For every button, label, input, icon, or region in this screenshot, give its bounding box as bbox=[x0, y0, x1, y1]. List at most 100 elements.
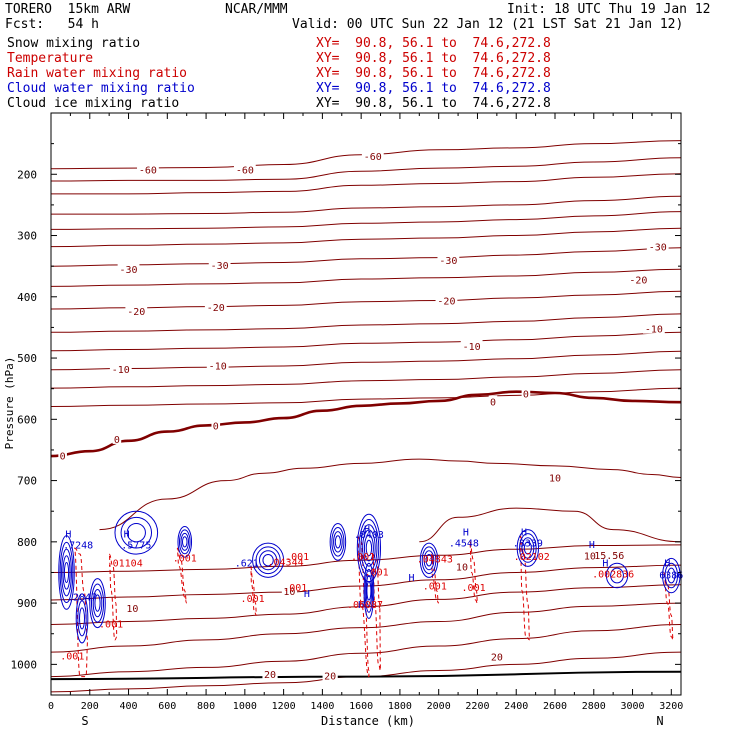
rain-contour bbox=[519, 535, 531, 641]
temperature-contour-line bbox=[50, 369, 682, 389]
cloud-water-contour bbox=[523, 541, 532, 555]
contour-label-bg bbox=[642, 322, 665, 334]
contour-label-bg bbox=[547, 471, 563, 483]
x-tick-label: 800 bbox=[197, 701, 215, 712]
cloud-water-contour bbox=[63, 561, 70, 583]
high-marker: H bbox=[589, 540, 595, 551]
value-label: .001 bbox=[285, 552, 309, 563]
temperature-contour-label: 10 bbox=[549, 474, 561, 485]
cloud-water-contour bbox=[664, 562, 679, 589]
temperature-contour-line bbox=[50, 602, 682, 653]
legend-snow-xy: XY= 90.8, 56.1 to 74.6,272.8 bbox=[316, 36, 551, 51]
contour-label-bg bbox=[437, 254, 460, 266]
temperature-contour-line bbox=[50, 544, 682, 573]
north-label: N bbox=[656, 714, 663, 728]
x-axis-label: Distance (km) bbox=[321, 714, 415, 728]
value-label: 15.56 bbox=[594, 551, 624, 562]
y-tick-label: 500 bbox=[17, 352, 37, 365]
x-tick-label: 2400 bbox=[504, 701, 528, 712]
cloud-water-contour bbox=[252, 542, 285, 578]
temperature-contour-line bbox=[50, 584, 682, 625]
temperature-contour-label: -20 bbox=[437, 296, 455, 307]
rain-contour bbox=[663, 572, 674, 641]
y-tick-label: 800 bbox=[17, 536, 37, 549]
temperature-contour-label: 0 bbox=[60, 451, 66, 462]
temperature-contour-line bbox=[50, 140, 682, 170]
cloud-water-contour bbox=[364, 568, 374, 613]
valid-time: Valid: 00 UTC Sun 22 Jan 12 (21 LST Sat … bbox=[292, 17, 684, 32]
value-label: .001 bbox=[423, 582, 447, 593]
cloud-water-contour bbox=[366, 581, 372, 601]
cloud-water-contour bbox=[120, 516, 153, 549]
high-marker: H bbox=[65, 530, 71, 541]
temperature-contour-label: -30 bbox=[120, 265, 138, 276]
y-tick-label: 200 bbox=[17, 168, 37, 181]
high-marker: H bbox=[664, 558, 670, 569]
cloud-water-contour bbox=[421, 546, 437, 575]
value-label: .002836 bbox=[592, 569, 634, 580]
temperature-contour-line bbox=[50, 387, 682, 407]
y-tick-label: 300 bbox=[17, 230, 37, 243]
contour-label-bg bbox=[627, 273, 650, 285]
x-tick-label: 2600 bbox=[543, 701, 567, 712]
x-tick-label: 2000 bbox=[427, 701, 451, 712]
temperature-contour-line bbox=[50, 624, 682, 678]
legend-snow: Snow mixing ratio bbox=[7, 36, 141, 51]
legend-cloud-water: Cloud water mixing ratio bbox=[7, 81, 195, 96]
cloud-water-contour bbox=[94, 594, 101, 612]
x-tick-label: 2800 bbox=[582, 701, 606, 712]
temperature-contours bbox=[50, 140, 682, 693]
contour-label-bg bbox=[58, 449, 67, 461]
x-tick-label: 1600 bbox=[349, 701, 373, 712]
y-tick-label: 1000 bbox=[11, 658, 38, 671]
cloud-water-contour bbox=[77, 600, 87, 637]
value-label: .2847 bbox=[67, 593, 97, 604]
cloud-water-contour bbox=[662, 557, 681, 594]
value-label: .8403 bbox=[354, 530, 384, 541]
legend-rain-xy: XY= 90.8, 56.1 to 74.6,272.8 bbox=[316, 66, 551, 81]
temperature-contour-label: -10 bbox=[463, 342, 481, 353]
value-label: .001 bbox=[351, 552, 375, 563]
cloud-water-contour bbox=[59, 541, 74, 604]
legend-temperature: Temperature bbox=[7, 51, 94, 66]
org-label: NCAR/MMM bbox=[225, 2, 288, 17]
contour-label-bg bbox=[281, 584, 298, 596]
high-marker: H bbox=[602, 558, 608, 569]
init-time: Init: 18 UTC Thu 19 Jan 12 bbox=[507, 2, 711, 17]
temperature-contour-line bbox=[50, 211, 682, 230]
y-axis-label: Pressure (hPa) bbox=[3, 357, 16, 450]
value-label: 6386 bbox=[659, 571, 683, 582]
value-label: .001 bbox=[283, 583, 307, 594]
temperature-contour-label: 10 bbox=[283, 587, 295, 598]
contour-labels: -60 -60 -60 -30 -30 -30 -30 -20 -20 -20 -20 -10 -10 -… bbox=[58, 149, 683, 682]
cloud-water-contour bbox=[363, 534, 374, 562]
temperature-contour-line bbox=[50, 313, 682, 333]
high-marker: H bbox=[364, 525, 370, 536]
rain-contour bbox=[176, 547, 188, 604]
temperature-contour-label: -60 bbox=[364, 152, 382, 163]
cloud-water-contour bbox=[90, 583, 105, 623]
x-tick-label: 1800 bbox=[388, 701, 412, 712]
cloud-water-contour bbox=[58, 535, 75, 610]
temperature-contour-label: -30 bbox=[649, 243, 667, 254]
legend-cloud-ice: Cloud ice mixing ratio bbox=[7, 96, 180, 111]
contour-label-bg bbox=[489, 650, 505, 662]
temperature-contour-label: 20 bbox=[264, 670, 276, 681]
contour-label-bg bbox=[521, 387, 531, 399]
contour-label-bg bbox=[646, 240, 669, 252]
cloud-water-contour bbox=[92, 588, 103, 618]
cloud-water-contour bbox=[363, 562, 375, 619]
legend-temperature-xy: XY= 90.8, 56.1 to 74.6,272.8 bbox=[316, 51, 551, 66]
cloud-water-contour bbox=[610, 567, 624, 584]
contour-label-bg bbox=[208, 258, 231, 270]
temperature-contour-label: 10 bbox=[126, 604, 138, 615]
temperature-contour-label: -60 bbox=[139, 165, 157, 176]
cloud-water-contour bbox=[177, 526, 193, 558]
contour-label-bg bbox=[233, 163, 256, 175]
y-tick-label: 600 bbox=[17, 413, 37, 426]
x-tick-label: 1000 bbox=[233, 701, 257, 712]
temperature-contour-line bbox=[50, 390, 682, 458]
cloud-water-contour bbox=[114, 510, 159, 555]
